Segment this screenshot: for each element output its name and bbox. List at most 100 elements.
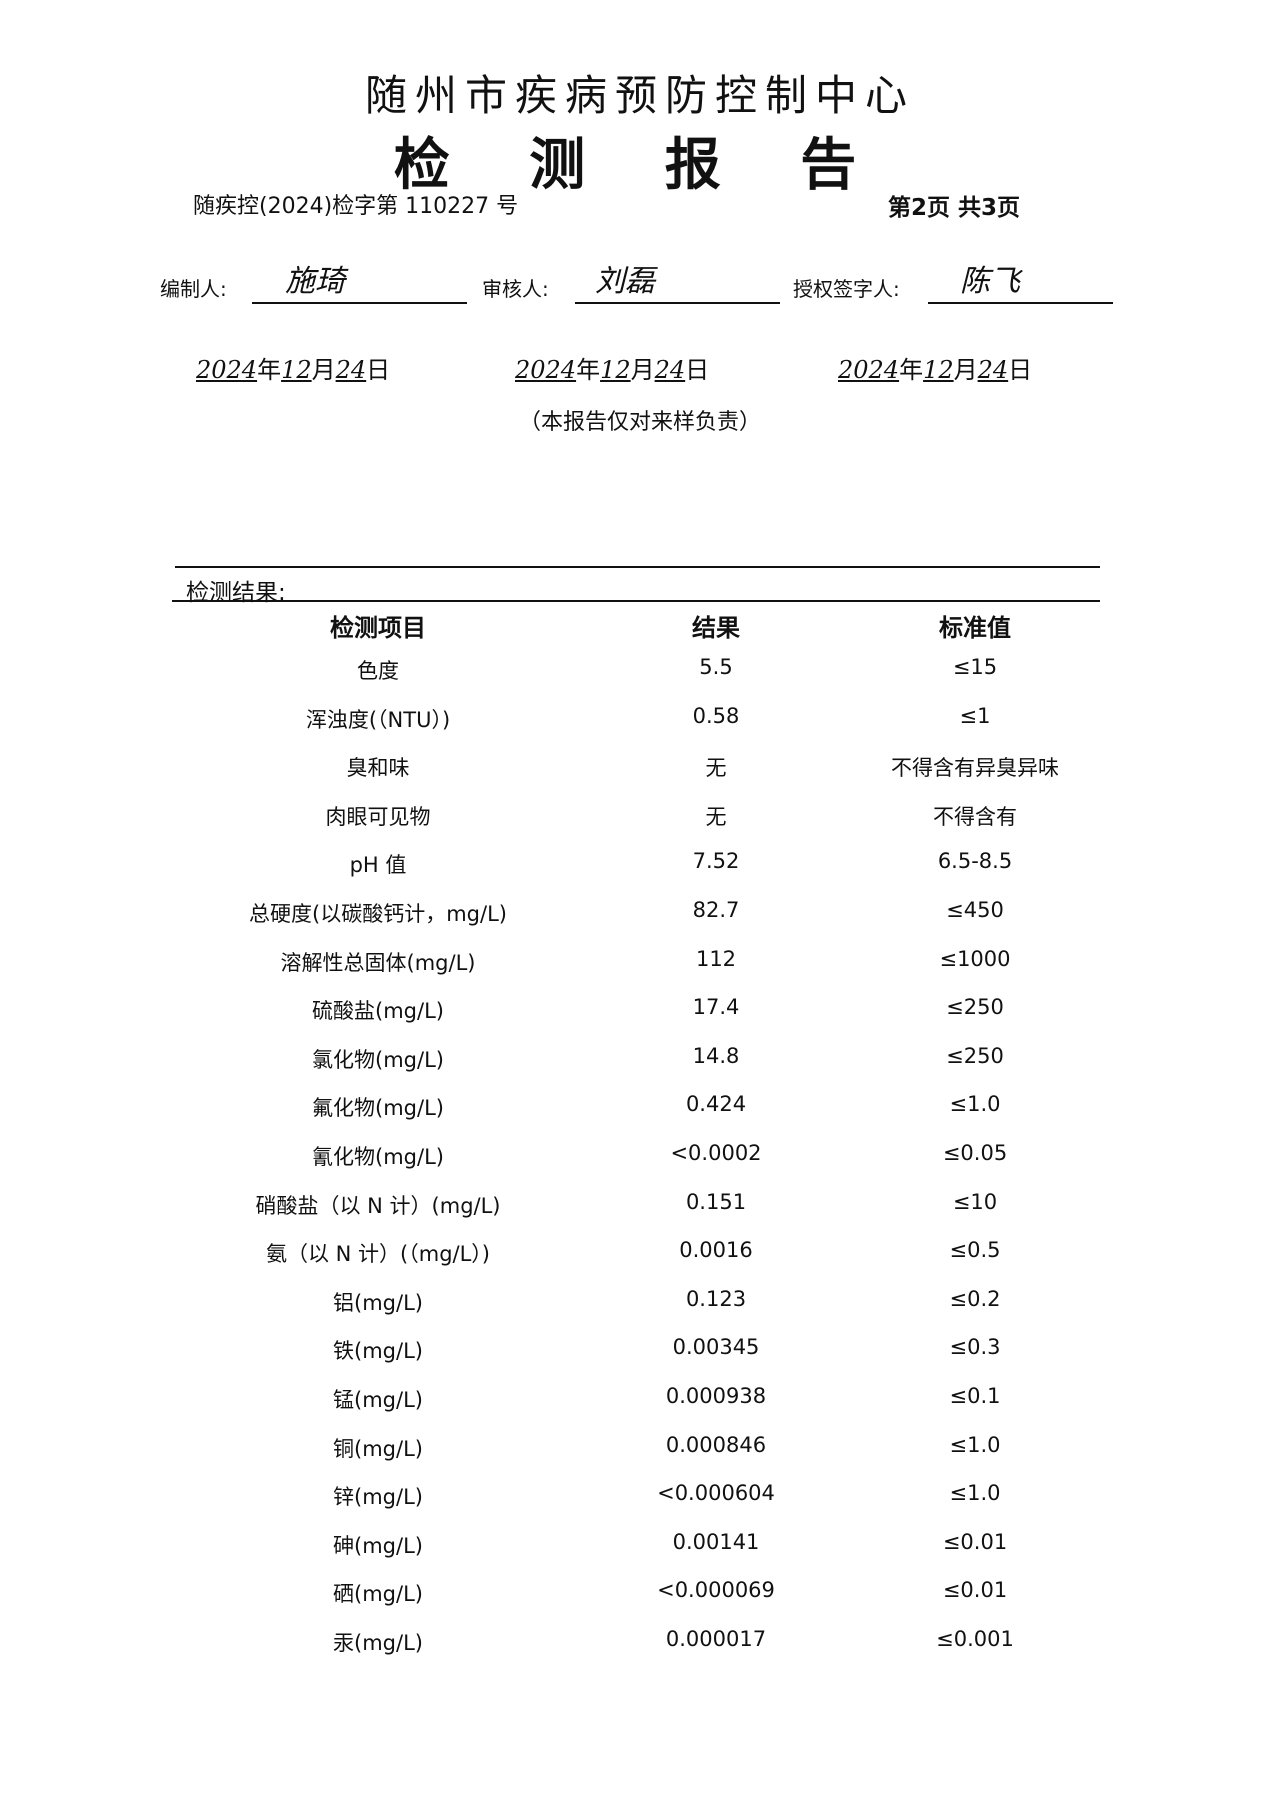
- table-row: 铁(mg/L) 0.00345 ≤0.3: [170, 1335, 1130, 1375]
- cell-result: 17.4: [692, 995, 740, 1020]
- cell-item: 氟化物(mg/L): [312, 1096, 444, 1121]
- cell-standard: ≤0.05: [942, 1141, 1008, 1165]
- authorized-date: 2024年12月24日: [838, 350, 1032, 385]
- cell-result: <0.0002: [670, 1141, 762, 1165]
- cell-result: 无: [705, 756, 727, 781]
- header-rule: [172, 600, 1100, 602]
- table-row: 色度 5.5 ≤15: [170, 655, 1130, 695]
- cell-result: 7.52: [692, 849, 740, 874]
- cell-result: 0.123: [685, 1286, 747, 1311]
- cell-standard: ≤1.0: [949, 1481, 1001, 1506]
- cell-standard: 不得含有异臭异味: [891, 756, 1059, 781]
- reviewer-signature-line: [575, 302, 780, 304]
- compiler-signature: 施琦: [285, 264, 345, 299]
- cell-item: 汞(mg/L): [333, 1631, 423, 1655]
- cell-item: 砷(mg/L): [333, 1533, 423, 1558]
- cell-item: 臭和味: [346, 756, 410, 781]
- column-header-item: 检测项目: [330, 614, 426, 642]
- date-year: 2024: [838, 356, 900, 384]
- cell-standard: ≤0.1: [949, 1384, 1001, 1408]
- cell-result: 0.00141: [672, 1529, 760, 1554]
- top-rule: [175, 566, 1100, 568]
- table-row: 硒(mg/L) <0.000069 ≤0.01: [170, 1578, 1130, 1618]
- day-unit: 日: [685, 356, 710, 384]
- cell-item: 色度: [357, 659, 399, 683]
- month-unit: 月: [953, 356, 978, 384]
- day-unit: 日: [366, 356, 391, 384]
- table-row: 锌(mg/L) <0.000604 ≤1.0: [170, 1481, 1130, 1521]
- reviewer-label: 审核人:: [482, 277, 549, 301]
- compiler-date: 2024年12月24日: [196, 350, 390, 385]
- cell-result: 5.5: [699, 655, 733, 679]
- cell-item: 锰(mg/L): [333, 1388, 423, 1412]
- cell-item: 氯化物(mg/L): [312, 1047, 444, 1072]
- year-unit: 年: [899, 356, 924, 384]
- cell-item: 溶解性总固体(mg/L): [280, 950, 476, 975]
- cell-result: 0.000938: [665, 1384, 767, 1408]
- day-unit: 日: [1008, 356, 1033, 384]
- compiler-signature-line: [252, 302, 467, 304]
- table-row: 总硬度(以碳酸钙计，mg/L) 82.7 ≤450: [170, 898, 1130, 938]
- cell-standard: ≤0.01: [942, 1578, 1008, 1603]
- cell-standard: ≤250: [946, 1043, 1004, 1068]
- cell-item: 锌(mg/L): [333, 1485, 423, 1510]
- cell-result: <0.000604: [657, 1481, 775, 1506]
- authorized-signature: 陈飞: [960, 264, 1020, 299]
- date-day: 24: [654, 356, 686, 384]
- disclaimer-note: （本报告仅对来样负责）: [518, 410, 761, 435]
- table-row: 锰(mg/L) 0.000938 ≤0.1: [170, 1384, 1130, 1424]
- cell-standard: ≤1000: [939, 946, 1011, 971]
- cell-standard: ≤1.0: [949, 1092, 1001, 1117]
- cell-item: 铁(mg/L): [333, 1339, 423, 1364]
- table-row: 汞(mg/L) 0.000017 ≤0.001: [170, 1627, 1130, 1667]
- cell-result: <0.000069: [657, 1578, 775, 1603]
- cell-standard: ≤15: [952, 655, 998, 679]
- date-month: 12: [923, 356, 954, 384]
- cell-result: 0.58: [692, 703, 740, 728]
- compiler-label: 编制人:: [160, 277, 227, 301]
- table-row: 铝(mg/L) 0.123 ≤0.2: [170, 1287, 1130, 1327]
- date-day: 24: [977, 356, 1009, 384]
- authorized-signature-line: [928, 302, 1113, 304]
- cell-item: 氨（以 N 计）(（mg/L）): [265, 1242, 491, 1267]
- table-row: 硝酸盐（以 N 计）(mg/L) 0.151 ≤10: [170, 1190, 1130, 1230]
- table-row: 溶解性总固体(mg/L) 112 ≤1000: [170, 947, 1130, 987]
- table-row: 氨（以 N 计）(（mg/L）) 0.0016 ≤0.5: [170, 1238, 1130, 1278]
- cell-standard: ≤0.5: [949, 1238, 1001, 1263]
- column-header-standard: 标准值: [939, 614, 1011, 642]
- year-unit: 年: [576, 356, 601, 384]
- month-unit: 月: [311, 356, 336, 384]
- cell-result: 0.000017: [665, 1627, 767, 1651]
- reviewer-signature: 刘磊: [595, 264, 655, 299]
- cell-standard: ≤1: [959, 703, 991, 728]
- cell-result: 112: [695, 946, 737, 971]
- cell-item: 浑浊度(（NTU）): [305, 707, 451, 732]
- table-row: 臭和味 无 不得含有异臭异味: [170, 752, 1130, 792]
- cell-item: 氰化物(mg/L): [312, 1145, 444, 1169]
- year-unit: 年: [257, 356, 282, 384]
- table-row: 氰化物(mg/L) <0.0002 ≤0.05: [170, 1141, 1130, 1181]
- date-year: 2024: [196, 356, 258, 384]
- table-row: 砷(mg/L) 0.00141 ≤0.01: [170, 1530, 1130, 1570]
- cell-item: 硫酸盐(mg/L): [312, 999, 444, 1024]
- cell-standard: ≤0.01: [942, 1529, 1008, 1554]
- cell-standard: ≤10: [952, 1189, 998, 1214]
- cell-result: 0.151: [685, 1189, 747, 1214]
- table-row: 硫酸盐(mg/L) 17.4 ≤250: [170, 995, 1130, 1035]
- cell-standard: ≤0.001: [936, 1627, 1014, 1651]
- cell-item: 硒(mg/L): [333, 1582, 423, 1607]
- page-info: 第2页 共3页: [888, 195, 1021, 221]
- reviewer-date: 2024年12月24日: [515, 350, 709, 385]
- column-header-result: 结果: [692, 614, 740, 642]
- date-year: 2024: [515, 356, 577, 384]
- cell-result: 0.000846: [665, 1432, 767, 1457]
- cell-result: 0.424: [685, 1092, 747, 1117]
- table-row: 氟化物(mg/L) 0.424 ≤1.0: [170, 1092, 1130, 1132]
- table-row: 肉眼可见物 无 不得含有: [170, 801, 1130, 841]
- organization-name: 随州市疾病预防控制中心: [364, 71, 915, 120]
- cell-standard: 不得含有: [933, 804, 1017, 829]
- report-title: 检 测 报 告: [393, 133, 887, 198]
- cell-standard: ≤0.2: [949, 1286, 1001, 1311]
- cell-item: 铝(mg/L): [333, 1290, 423, 1315]
- cell-standard: 6.5-8.5: [937, 849, 1013, 874]
